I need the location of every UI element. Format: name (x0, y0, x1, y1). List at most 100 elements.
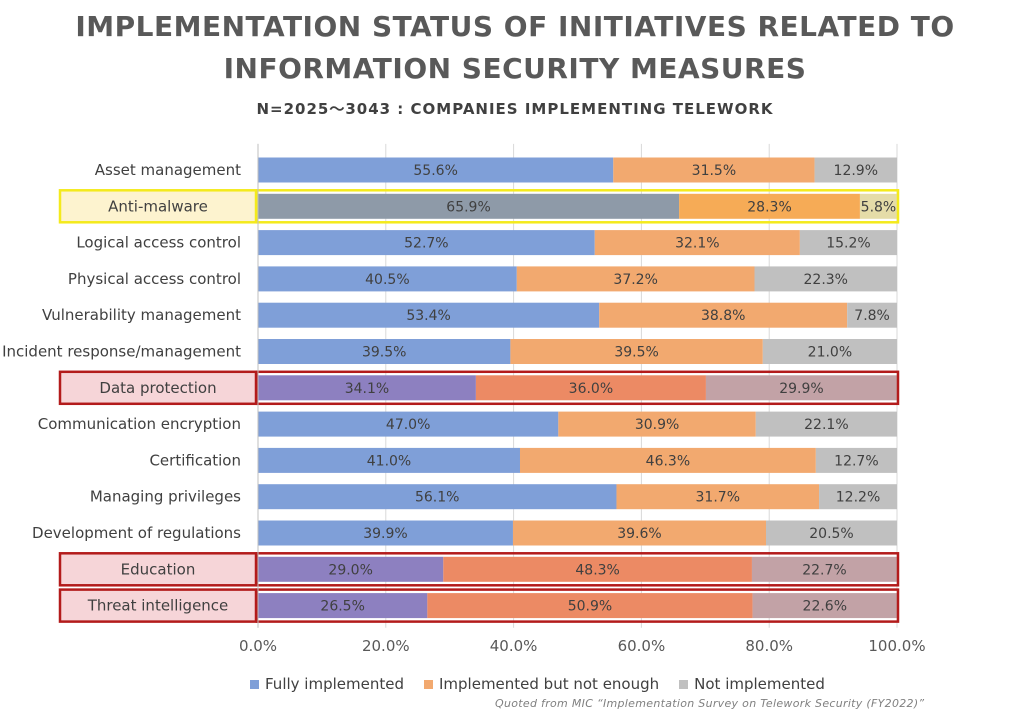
highlight-label-box-education (58, 552, 258, 587)
data-label-managing-privileges-implemented-but-not-enough: 31.7% (696, 490, 740, 506)
chart-title-line2: INFORMATION SECURITY MEASURES (223, 52, 807, 85)
bar-anti-malware-implemented-but-not-enough (679, 193, 860, 219)
data-label-vulnerability-management-implemented-but-not-enough: 38.8% (701, 308, 745, 324)
category-label-logical-access-control: Logical access control (76, 234, 241, 252)
data-label-incident-response-management-implemented-but-not-enough: 39.5% (614, 345, 658, 361)
highlight-bar-box-anti-malware (255, 189, 900, 224)
bar-education-not-implemented (751, 556, 897, 582)
data-label-physical-access-control-implemented-but-not-enough: 37.2% (613, 272, 657, 288)
data-label-education-fully-implemented: 29.0% (328, 562, 372, 578)
legend-swatch-not (679, 679, 689, 689)
data-label-physical-access-control-fully-implemented: 40.5% (365, 272, 409, 288)
bar-anti-malware-not-implemented (859, 193, 897, 219)
bar-logical-access-control-fully-implemented (258, 230, 595, 256)
category-label-certification: Certification (149, 451, 241, 469)
bar-managing-privileges-implemented-but-not-enough (616, 484, 820, 510)
x-tick-label-4: 80.0% (745, 637, 793, 655)
category-label-vulnerability-management: Vulnerability management (42, 306, 241, 324)
chart-title-line1: IMPLEMENTATION STATUS OF INITIATIVES REL… (75, 10, 955, 43)
category-label-threat-intelligence: Threat intelligence (87, 597, 229, 615)
data-label-vulnerability-management-fully-implemented: 53.4% (406, 308, 450, 324)
data-label-managing-privileges-fully-implemented: 56.1% (415, 490, 459, 506)
bar-incident-response-management-implemented-but-not-enough (510, 339, 763, 364)
category-label-communication-encryption: Communication encryption (38, 415, 241, 433)
data-label-asset-management-fully-implemented: 55.6% (413, 163, 457, 179)
bar-data-protection-implemented-but-not-enough (475, 375, 706, 401)
data-label-development-of-regulations-implemented-but-not-enough: 39.6% (617, 526, 661, 542)
highlight-bar-box-education (255, 552, 900, 587)
data-label-asset-management-implemented-but-not-enough: 31.5% (692, 163, 736, 179)
category-label-anti-malware: Anti-malware (108, 197, 208, 215)
legend-label-fully: Fully implemented (265, 675, 404, 693)
data-label-anti-malware-implemented-but-not-enough: 28.3% (747, 199, 791, 215)
data-label-anti-malware-not-implemented: 5.8% (861, 199, 897, 215)
data-label-data-protection-not-implemented: 29.9% (779, 381, 823, 397)
bar-logical-access-control-not-implemented (799, 230, 897, 256)
category-label-managing-privileges: Managing privileges (90, 488, 241, 506)
bar-vulnerability-management-implemented-but-not-enough (599, 302, 848, 328)
bar-logical-access-control-implemented-but-not-enough (594, 230, 800, 256)
data-label-threat-intelligence-not-implemented: 22.6% (803, 599, 847, 615)
legend-label-partial: Implemented but not enough (438, 675, 660, 693)
bar-communication-encryption-implemented-but-not-enough (558, 411, 756, 437)
bar-managing-privileges-not-implemented (819, 484, 897, 510)
bar-asset-management-not-implemented (814, 157, 897, 183)
bar-asset-management-fully-implemented (258, 157, 614, 183)
data-label-data-protection-fully-implemented: 34.1% (345, 381, 389, 397)
data-label-data-protection-implemented-but-not-enough: 36.0% (569, 381, 613, 397)
bar-vulnerability-management-not-implemented (847, 302, 897, 328)
bar-physical-access-control-implemented-but-not-enough (516, 266, 755, 292)
bar-incident-response-management-fully-implemented (258, 339, 511, 364)
category-label-data-protection: Data protection (99, 379, 216, 397)
bar-data-protection-fully-implemented (258, 375, 476, 401)
legend-swatch-partial (423, 679, 433, 689)
data-label-certification-fully-implemented: 41.0% (367, 453, 411, 469)
data-label-certification-implemented-but-not-enough: 46.3% (646, 453, 690, 469)
legend-label-not: Not implemented (694, 675, 825, 693)
data-label-development-of-regulations-fully-implemented: 39.9% (363, 526, 407, 542)
legend-item-partial: Implemented but not enough (423, 675, 660, 693)
bar-certification-fully-implemented (258, 447, 520, 473)
highlight-bar-box-data-protection (255, 370, 900, 406)
data-label-logical-access-control-fully-implemented: 52.7% (404, 236, 448, 252)
bar-education-implemented-but-not-enough (443, 556, 752, 582)
bar-threat-intelligence-implemented-but-not-enough (427, 593, 753, 619)
data-label-education-not-implemented: 22.7% (802, 562, 846, 578)
category-label-education: Education (121, 560, 196, 578)
data-label-development-of-regulations-not-implemented: 20.5% (809, 526, 853, 542)
data-label-communication-encryption-implemented-but-not-enough: 30.9% (635, 417, 679, 433)
x-tick-label-1: 20.0% (362, 637, 410, 655)
bar-communication-encryption-not-implemented (755, 411, 897, 437)
source-note: Quoted from MIC “Implementation Survey o… (495, 697, 925, 710)
bar-threat-intelligence-fully-implemented (258, 593, 428, 619)
legend-item-not: Not implemented (679, 675, 825, 693)
bar-managing-privileges-fully-implemented (258, 484, 617, 510)
bar-incident-response-management-not-implemented (762, 339, 897, 364)
data-label-physical-access-control-not-implemented: 22.3% (804, 272, 848, 288)
data-label-asset-management-not-implemented: 12.9% (834, 163, 878, 179)
bar-certification-not-implemented (815, 447, 897, 473)
data-label-logical-access-control-implemented-but-not-enough: 32.1% (675, 236, 719, 252)
bar-physical-access-control-fully-implemented (258, 266, 517, 292)
bar-vulnerability-management-fully-implemented (258, 302, 600, 328)
data-label-communication-encryption-fully-implemented: 47.0% (386, 417, 430, 433)
x-tick-label-5: 100.0% (868, 637, 925, 655)
x-tick-label-0: 0.0% (239, 637, 277, 655)
legend-swatch-fully (250, 679, 259, 689)
data-label-threat-intelligence-fully-implemented: 26.5% (320, 599, 364, 615)
data-label-vulnerability-management-not-implemented: 7.8% (854, 308, 890, 324)
category-label-physical-access-control: Physical access control (68, 270, 241, 288)
bar-certification-implemented-but-not-enough (519, 447, 816, 473)
bar-anti-malware-fully-implemented (258, 193, 680, 219)
data-label-logical-access-control-not-implemented: 15.2% (826, 236, 870, 252)
chart-legend: Fully implemented Implemented but not en… (250, 675, 845, 693)
data-label-communication-encryption-not-implemented: 22.1% (804, 417, 848, 433)
bar-communication-encryption-fully-implemented (258, 411, 559, 437)
bar-physical-access-control-not-implemented (754, 266, 897, 292)
data-label-incident-response-management-not-implemented: 21.0% (808, 345, 852, 361)
x-tick-label-3: 60.0% (618, 637, 666, 655)
bar-development-of-regulations-implemented-but-not-enough (512, 520, 767, 546)
chart-subtitle: N=2025～3043 : COMPANIES IMPLEMENTING TEL… (256, 100, 774, 118)
category-label-incident-response-management: Incident response/management (2, 343, 241, 361)
